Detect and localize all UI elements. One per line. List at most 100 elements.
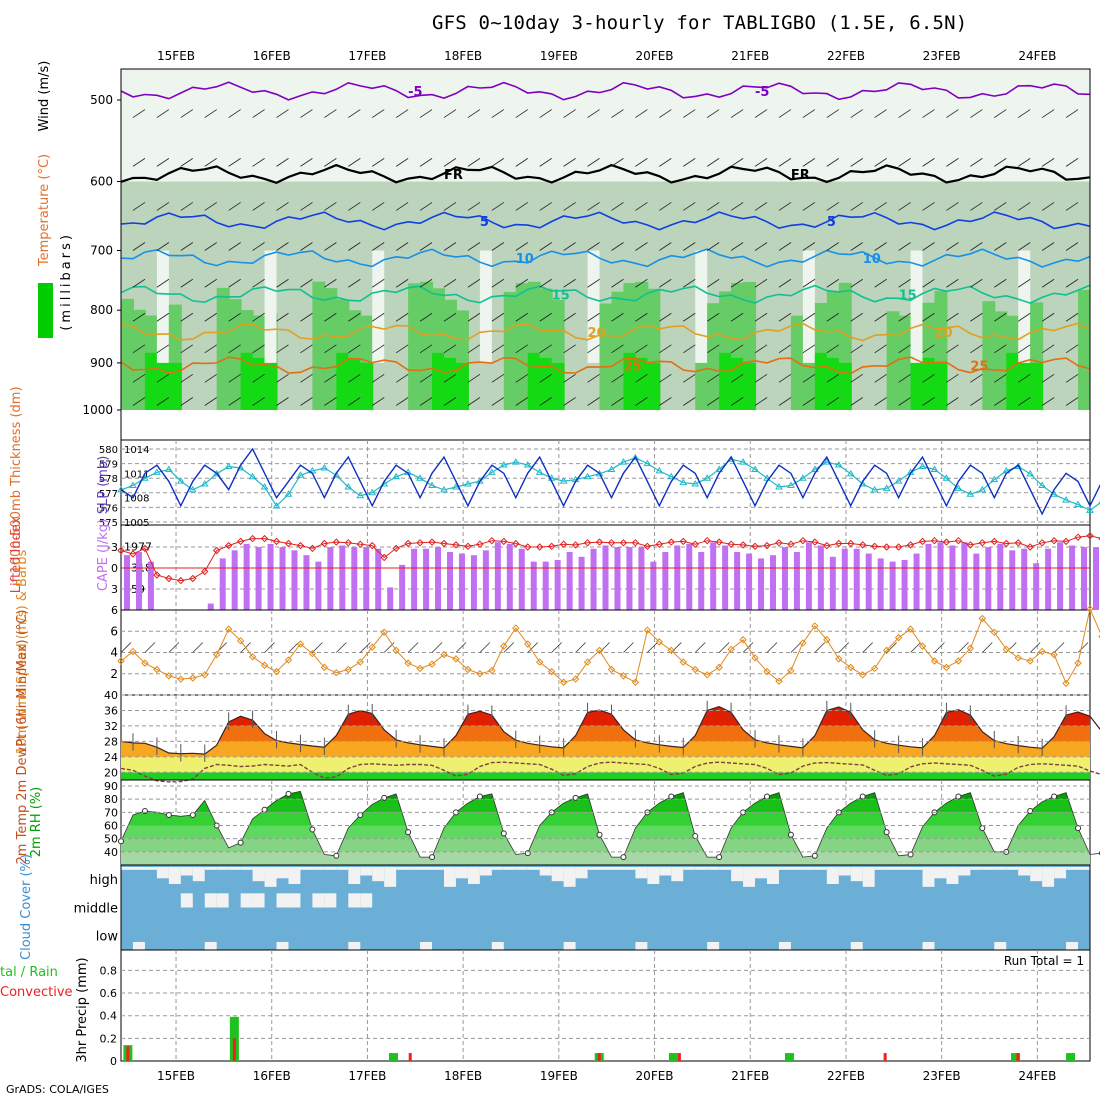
wind-barb — [419, 312, 433, 322]
cloud-high-gap — [623, 867, 636, 870]
wind-barb — [706, 312, 720, 322]
wind-barb — [443, 373, 457, 383]
wind-barb — [1041, 202, 1055, 211]
wind-barb — [1065, 109, 1079, 118]
wind-barb — [1041, 397, 1055, 406]
cape-bar — [937, 542, 944, 610]
cape-bar — [865, 553, 872, 610]
rh-cell-mid — [408, 283, 422, 410]
li-point — [380, 553, 388, 562]
date-label-bottom: 23FEB — [923, 1069, 961, 1083]
rh-cell-high — [731, 357, 745, 410]
wind-barb — [204, 202, 217, 211]
wind-barb — [611, 158, 624, 167]
wind-barb — [730, 344, 744, 354]
wind-barb — [706, 344, 720, 354]
thickness-point — [356, 491, 365, 499]
wind-barb — [372, 397, 385, 406]
wind-barb — [946, 373, 959, 383]
li-point — [547, 542, 556, 551]
cloud-high-gap — [324, 867, 337, 870]
rh-cell-high — [814, 352, 828, 410]
wind-speed-point — [715, 663, 723, 672]
cape-bar — [817, 545, 824, 610]
wind-speed-point — [1026, 657, 1034, 665]
wind-speed-point — [847, 663, 855, 672]
wind-barb — [730, 312, 744, 322]
wind-barb — [252, 373, 265, 383]
wind-barb — [1041, 109, 1055, 118]
cloud-high-gap — [1018, 867, 1031, 876]
wind-barb — [491, 344, 505, 354]
thickness-point — [990, 475, 999, 483]
thickness-point — [523, 461, 532, 468]
rh-2m-tick-label: 80 — [104, 793, 118, 806]
wind-barb — [778, 344, 792, 354]
thickness-point — [751, 465, 759, 472]
date-label-top: 23FEB — [923, 49, 961, 63]
rh-cell-mid — [515, 283, 529, 410]
cape-bar — [1081, 547, 1088, 610]
wind-barb — [372, 109, 385, 118]
wind-barb — [395, 202, 409, 211]
wind-barb — [922, 312, 935, 322]
cloud-high-gap — [264, 867, 277, 887]
wind-barb — [252, 158, 265, 167]
wind-barb — [372, 202, 385, 211]
wind-barb — [563, 158, 576, 167]
rh-cell-mid — [1078, 289, 1090, 410]
rh-2m-point — [261, 806, 268, 813]
thickness-point — [464, 480, 472, 487]
wind-barb — [898, 278, 911, 288]
wind-barb-10m — [838, 642, 850, 653]
rh-cell-high — [264, 362, 278, 410]
wind-barb — [1041, 373, 1055, 383]
rh-2m-point — [405, 829, 412, 836]
cape-tick-label: 1977 — [124, 540, 152, 553]
wind-barb — [132, 202, 146, 211]
li-point — [201, 567, 209, 576]
temp-tick-label: 20 — [104, 766, 118, 779]
precip-total-bar — [1011, 1053, 1021, 1061]
wind-barb — [300, 344, 313, 354]
li-point — [799, 536, 807, 545]
thickness-point — [272, 501, 281, 509]
wind-barb — [635, 312, 648, 322]
li-point — [1062, 537, 1070, 546]
wind-barb — [946, 344, 959, 354]
wind-barb — [324, 278, 337, 288]
wind-barb — [467, 278, 481, 288]
slp-tick-label: 1005 — [124, 518, 149, 529]
date-label-bottom: 20FEB — [636, 1069, 674, 1083]
cloud-axis-label: Cloud Cover (%) — [19, 854, 34, 960]
wind-barb-10m — [575, 642, 586, 653]
wind-barb — [252, 242, 265, 251]
li-point — [942, 538, 951, 546]
precip-frame — [120, 949, 1091, 1062]
wind-barb — [922, 278, 935, 288]
wind-barb — [156, 397, 170, 406]
wind-barb-10m — [599, 642, 610, 653]
li-point — [703, 536, 711, 545]
wind-barb — [754, 344, 768, 354]
thickness-point — [631, 453, 640, 461]
cloud-high-gap — [396, 867, 409, 870]
wind-barb — [802, 312, 816, 322]
li-point — [715, 538, 723, 546]
wind-barb-10m — [479, 642, 491, 653]
wind-barb — [850, 397, 863, 406]
wind-barb — [300, 202, 313, 211]
wind-speed-point — [452, 655, 460, 663]
li-point — [284, 539, 293, 548]
temp-line — [120, 705, 1100, 755]
isotherm-line — [121, 81, 1090, 101]
wind-barb — [778, 397, 792, 406]
cloud-high-gap — [336, 867, 349, 870]
wind-speed-point — [344, 665, 353, 674]
thickness-point — [882, 484, 891, 491]
wind-speed-point — [691, 665, 699, 674]
wind-barb — [946, 109, 959, 118]
wind-barb — [1065, 397, 1079, 406]
date-label-top: 21FEB — [731, 49, 769, 63]
cloud-middle-gap — [276, 893, 289, 908]
